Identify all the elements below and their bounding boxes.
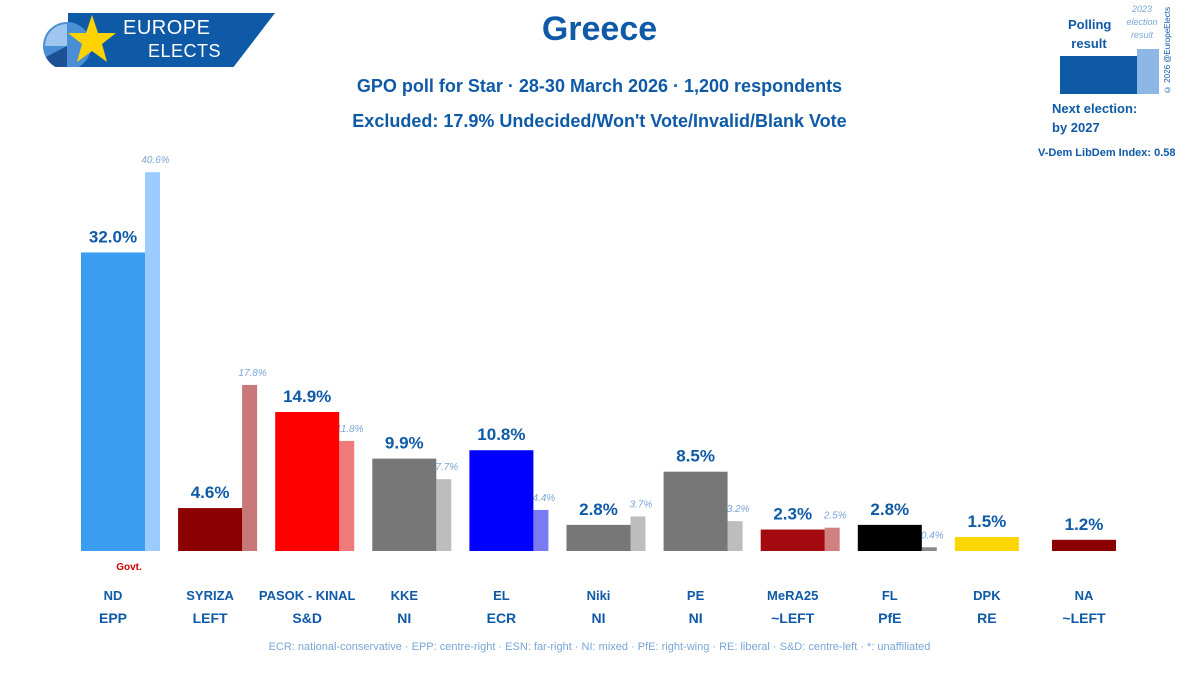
polling-value-label: 8.5% <box>676 447 715 466</box>
legend-previous-label: 2023 election result <box>1126 4 1158 40</box>
party-name-label: FL <box>882 588 898 603</box>
next-election-value: by 2027 <box>1052 120 1100 135</box>
previous-result-bar <box>145 172 160 551</box>
polling-bar <box>372 458 437 551</box>
legend-previous-swatch <box>1137 49 1159 94</box>
previous-result-bar <box>630 516 646 551</box>
party-name-label: DPK <box>973 588 1001 603</box>
previous-result-label: 40.6% <box>141 155 169 166</box>
party-name-label: PE <box>687 588 705 603</box>
polling-bar <box>275 411 340 551</box>
polling-value-label: 32.0% <box>89 227 137 246</box>
party-group-label: ~LEFT <box>771 610 815 626</box>
polling-bar <box>1052 539 1116 551</box>
legend-polling-swatch <box>1060 56 1137 94</box>
group-legend-footer: ECR: national-conservative · EPP: centre… <box>268 641 931 653</box>
excluded-subtitle: Excluded: 17.9% Undecided/Won't Vote/Inv… <box>352 111 847 131</box>
europe-elects-logo: EUROPE ELECTS <box>40 13 275 67</box>
party-name-label: ND <box>104 588 123 603</box>
polling-value-label: 1.2% <box>1065 515 1104 534</box>
logo-text-europe: EUROPE <box>123 17 211 39</box>
previous-result-bar <box>727 521 743 551</box>
polling-bar <box>566 524 631 551</box>
logo-text-elects: ELECTS <box>148 41 222 61</box>
previous-result-label: 7.7% <box>435 462 458 473</box>
polling-bar <box>954 537 1019 551</box>
party-group-label: LEFT <box>193 610 228 626</box>
party-name-label: PASOK - KINAL <box>259 588 356 603</box>
party-group-label: S&D <box>292 610 322 626</box>
polling-value-label: 2.8% <box>579 500 618 519</box>
polling-bar <box>469 450 534 551</box>
party-group-label: ECR <box>487 610 517 626</box>
party-group-label: NI <box>397 610 411 626</box>
party-group-label: NI <box>689 610 703 626</box>
party-name-label: KKE <box>391 588 419 603</box>
polling-bar <box>857 524 922 551</box>
party-name-label: NA <box>1075 588 1094 603</box>
polling-bar <box>663 471 728 551</box>
polling-value-label: 1.5% <box>968 512 1007 531</box>
party-name-label: SYRIZA <box>186 588 234 603</box>
previous-result-label: 4.4% <box>533 493 556 504</box>
polling-value-label: 4.6% <box>191 483 230 502</box>
previous-result-label: 3.7% <box>630 499 653 510</box>
polling-value-label: 9.9% <box>385 434 424 453</box>
page-title: Greece <box>541 10 658 48</box>
logo-globe-star-icon <box>43 15 116 67</box>
party-group-label: ~LEFT <box>1062 610 1106 626</box>
party-name-label: MeRA25 <box>767 588 818 603</box>
polling-value-label: 10.8% <box>477 425 525 444</box>
polling-value-label: 2.3% <box>773 505 812 524</box>
next-election-label: Next election: <box>1052 101 1138 116</box>
poll-subtitle: GPO poll for Star · 28-30 March 2026 · 1… <box>356 76 843 96</box>
polling-value-label: 14.9% <box>283 387 331 406</box>
polling-bar <box>760 529 825 551</box>
previous-result-label: 11.8% <box>336 424 364 435</box>
previous-result-bar <box>921 547 937 551</box>
previous-result-label: 3.2% <box>727 504 750 515</box>
party-name-label: EL <box>493 588 510 603</box>
party-name-label: Niki <box>587 588 611 603</box>
previous-result-label: 0.4% <box>921 530 944 541</box>
government-annotation: Govt. <box>116 562 142 573</box>
previous-result-bar <box>339 440 355 551</box>
previous-result-bar <box>533 509 549 551</box>
previous-result-label: 17.8% <box>238 368 266 379</box>
previous-result-bar <box>824 527 840 551</box>
polling-bar <box>178 508 243 551</box>
vdem-index: V-Dem LibDem Index: 0.58 <box>1038 147 1176 159</box>
polling-value-label: 2.8% <box>870 500 909 519</box>
party-group-label: NI <box>592 610 606 626</box>
previous-result-bar <box>242 384 258 551</box>
party-group-label: EPP <box>99 610 127 626</box>
party-group-label: PfE <box>878 610 901 626</box>
previous-result-label: 2.5% <box>823 511 847 522</box>
polling-bar <box>81 252 145 551</box>
previous-result-bar <box>436 479 452 551</box>
party-group-label: RE <box>977 610 996 626</box>
legend-polling-label: Polling result <box>1068 17 1112 51</box>
